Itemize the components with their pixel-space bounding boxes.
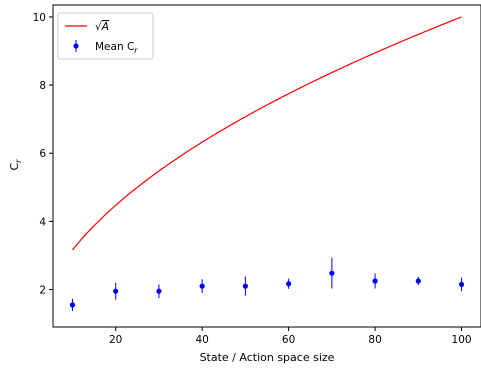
- mean-cr-point-10: [69, 302, 76, 308]
- x-axis-label: State / Action space size: [200, 351, 335, 364]
- x-tick-label-60: 60: [282, 334, 295, 346]
- mean-cr-point-50: [242, 283, 248, 289]
- mean-cr-point-20: [113, 288, 119, 294]
- y-tick-label-2: 2: [39, 285, 46, 297]
- x-tick-label-80: 80: [368, 334, 381, 346]
- mean-cr-point-80: [372, 278, 378, 284]
- plot-area: [69, 16, 465, 311]
- x-tick-label-20: 20: [109, 334, 122, 346]
- axes-frame: [52, 4, 481, 328]
- legend-box: [57, 12, 154, 60]
- mean-cr-point-30: [156, 288, 162, 294]
- legend-mean-marker-swatch: [73, 43, 79, 49]
- legend: √A Mean Cr: [57, 12, 154, 60]
- mean-cr-point-40: [199, 283, 205, 289]
- axes: 20 40 60 80 100 2 4 6 8 10: [33, 4, 481, 346]
- x-tick-label-40: 40: [195, 334, 208, 346]
- y-axis-label: Cr: [8, 159, 23, 171]
- mean-cr-point-60: [286, 281, 292, 287]
- mean-cr-point-70: [329, 270, 335, 276]
- legend-sqrt-label: √A: [95, 21, 109, 33]
- mean-cr-point-90: [415, 278, 421, 284]
- x-tick-label-100: 100: [452, 334, 472, 346]
- y-tick-label-4: 4: [39, 216, 46, 228]
- y-tick-label-6: 6: [39, 148, 46, 160]
- y-tick-label-10: 10: [33, 12, 46, 24]
- legend-mean-label: Mean Cr: [95, 41, 138, 55]
- y-tick-label-8: 8: [39, 80, 46, 92]
- mean-cr-point-100: [458, 281, 465, 288]
- sqrt-a-line: [71, 16, 462, 251]
